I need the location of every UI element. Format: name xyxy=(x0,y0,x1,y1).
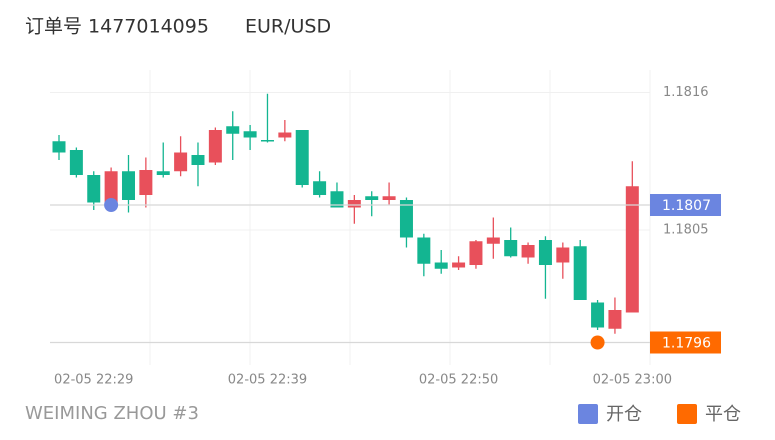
candle-body xyxy=(174,152,188,172)
price-tag xyxy=(650,194,721,216)
candle-body xyxy=(260,140,274,142)
candle-body xyxy=(208,130,222,163)
candle-body xyxy=(452,262,466,268)
candle-body xyxy=(313,181,327,195)
candle-body xyxy=(104,171,118,203)
y-tick-label: 1.1816 xyxy=(663,85,709,100)
order-number: 订单号 1477014095 xyxy=(25,16,209,38)
candle-body xyxy=(69,150,83,175)
candle-body xyxy=(591,302,605,328)
y-tick-label: 1.1805 xyxy=(663,223,709,238)
legend-label: 开仓 xyxy=(606,404,642,425)
candle-body xyxy=(608,310,622,329)
candle-body xyxy=(625,186,639,313)
candle-body xyxy=(347,200,361,208)
candle-body xyxy=(504,240,518,257)
candle-body xyxy=(434,262,448,269)
candle-body xyxy=(139,170,153,195)
x-tick-label: 02-05 22:50 xyxy=(419,373,498,388)
price-tag-label: 1.1796 xyxy=(662,336,711,352)
candle-body xyxy=(365,196,379,200)
x-tick-label: 02-05 22:29 xyxy=(54,373,133,388)
candle-body xyxy=(52,141,66,153)
x-tick-label: 02-05 22:39 xyxy=(228,373,307,388)
candle-body xyxy=(417,237,431,264)
price-tag-label: 1.1807 xyxy=(662,198,711,214)
candle-body xyxy=(538,240,552,265)
candle-body xyxy=(87,175,101,203)
candle-body xyxy=(243,131,257,138)
candle-body xyxy=(382,196,396,200)
entry-marker xyxy=(104,198,119,212)
candle-body xyxy=(486,237,500,244)
legend-swatch xyxy=(578,404,598,424)
candle-body xyxy=(399,200,413,238)
candle-body xyxy=(295,130,309,185)
symbol: EUR/USD xyxy=(245,16,331,38)
candle-body xyxy=(278,132,292,138)
candle-body xyxy=(330,191,344,208)
candle-body xyxy=(521,245,535,258)
x-tick-label: 02-05 23:00 xyxy=(593,373,672,388)
candle-body xyxy=(121,171,135,200)
exit-marker xyxy=(590,335,605,350)
candle-body xyxy=(191,155,205,165)
price-tag xyxy=(650,331,721,354)
legend-swatch xyxy=(677,404,697,424)
candle-body xyxy=(556,247,570,263)
legend-label: 平仓 xyxy=(705,404,741,425)
candle-body xyxy=(573,246,587,300)
footer: WEIMING ZHOU #3 xyxy=(25,403,199,424)
candle-body xyxy=(226,126,240,134)
candle-body xyxy=(156,171,170,175)
candle-body xyxy=(469,241,483,265)
